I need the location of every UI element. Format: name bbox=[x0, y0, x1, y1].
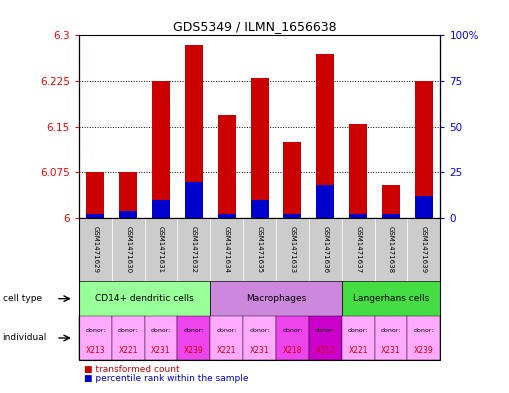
Text: X221: X221 bbox=[348, 345, 368, 354]
Text: GSM1471632: GSM1471632 bbox=[191, 226, 197, 273]
Text: donor:: donor: bbox=[85, 328, 105, 333]
Text: X221: X221 bbox=[119, 345, 138, 354]
Bar bbox=[87, 215, 104, 218]
Bar bbox=[119, 211, 137, 218]
Text: donor:: donor: bbox=[151, 328, 171, 333]
Bar bbox=[152, 200, 170, 218]
Bar bbox=[218, 215, 236, 218]
Text: Macrophages: Macrophages bbox=[246, 294, 306, 303]
Text: donor:: donor: bbox=[184, 328, 204, 333]
Text: GDS5349 / ILMN_1656638: GDS5349 / ILMN_1656638 bbox=[173, 20, 336, 33]
Text: X231: X231 bbox=[151, 345, 171, 354]
Text: GSM1471629: GSM1471629 bbox=[92, 226, 98, 273]
Text: individual: individual bbox=[3, 334, 47, 342]
Text: GSM1471636: GSM1471636 bbox=[322, 226, 328, 273]
Text: GSM1471631: GSM1471631 bbox=[158, 226, 164, 273]
Text: Langerhans cells: Langerhans cells bbox=[353, 294, 429, 303]
Text: X312: X312 bbox=[316, 345, 335, 354]
Text: donor:: donor: bbox=[216, 328, 237, 333]
Text: donor:: donor: bbox=[118, 328, 138, 333]
Text: X218: X218 bbox=[282, 345, 302, 354]
Text: X239: X239 bbox=[184, 345, 204, 354]
Text: GSM1471630: GSM1471630 bbox=[125, 226, 131, 273]
Bar bbox=[185, 44, 203, 218]
Bar bbox=[250, 200, 269, 218]
Text: GSM1471638: GSM1471638 bbox=[388, 226, 394, 273]
Text: donor:: donor: bbox=[282, 328, 303, 333]
Bar bbox=[382, 185, 400, 218]
Text: donor:: donor: bbox=[414, 328, 434, 333]
Text: X231: X231 bbox=[250, 345, 269, 354]
Bar bbox=[185, 182, 203, 218]
Text: X221: X221 bbox=[217, 345, 237, 354]
Text: X239: X239 bbox=[414, 345, 434, 354]
Text: GSM1471634: GSM1471634 bbox=[224, 226, 230, 273]
Bar bbox=[218, 115, 236, 218]
Bar bbox=[152, 81, 170, 218]
Text: ■ transformed count: ■ transformed count bbox=[84, 365, 180, 374]
Text: donor:: donor: bbox=[348, 328, 369, 333]
Bar bbox=[349, 215, 367, 218]
Text: X231: X231 bbox=[381, 345, 401, 354]
Text: GSM1471635: GSM1471635 bbox=[257, 226, 263, 273]
Bar bbox=[250, 78, 269, 218]
Text: donor:: donor: bbox=[381, 328, 401, 333]
Bar bbox=[415, 81, 433, 218]
Bar bbox=[87, 173, 104, 218]
Bar bbox=[284, 142, 301, 218]
Text: GSM1471633: GSM1471633 bbox=[290, 226, 295, 273]
Text: donor:: donor: bbox=[249, 328, 270, 333]
Bar bbox=[316, 185, 334, 218]
Text: ■ percentile rank within the sample: ■ percentile rank within the sample bbox=[84, 374, 248, 383]
Text: X213: X213 bbox=[86, 345, 105, 354]
Bar bbox=[382, 215, 400, 218]
Text: CD14+ dendritic cells: CD14+ dendritic cells bbox=[95, 294, 194, 303]
Text: donor:: donor: bbox=[315, 328, 335, 333]
Text: GSM1471639: GSM1471639 bbox=[421, 226, 427, 273]
Text: cell type: cell type bbox=[3, 294, 42, 303]
Bar bbox=[415, 196, 433, 218]
Text: GSM1471637: GSM1471637 bbox=[355, 226, 361, 273]
Bar bbox=[316, 54, 334, 218]
Bar bbox=[284, 215, 301, 218]
Bar bbox=[119, 173, 137, 218]
Bar bbox=[349, 124, 367, 218]
